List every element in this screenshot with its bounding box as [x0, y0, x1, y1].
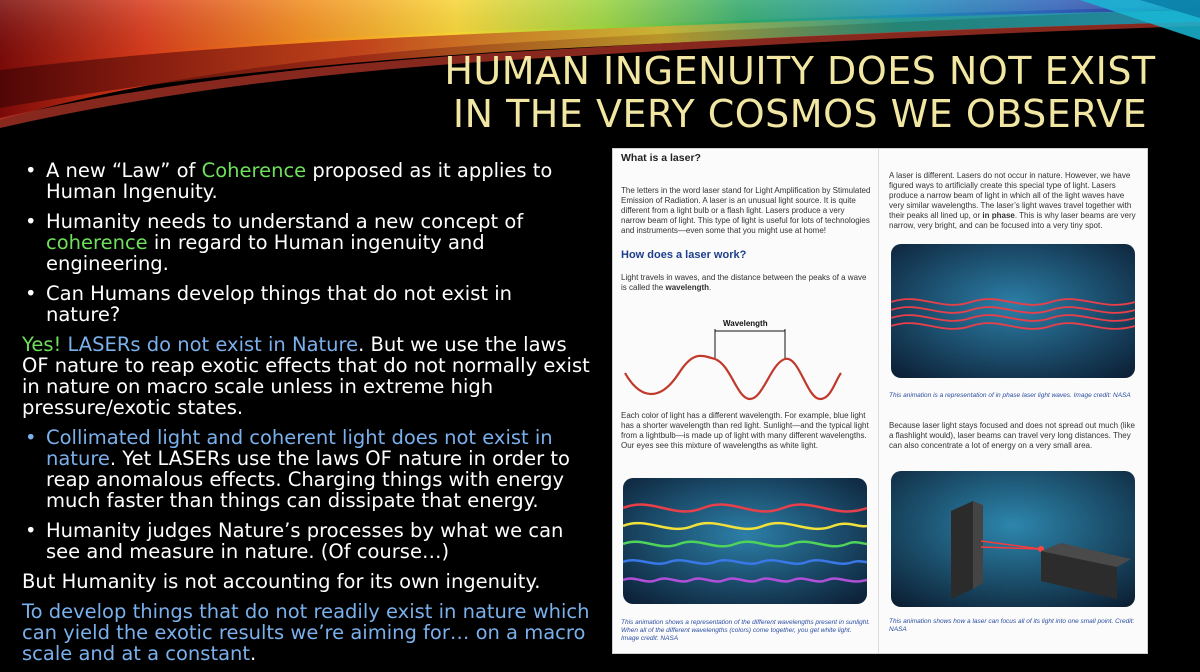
- rainbow-swoosh-decoration: [0, 0, 1200, 128]
- slide-title-line2: IN THE VERY COSMOS WE OBSERVE: [452, 92, 1148, 136]
- bullet-coherence-law: A new “Law” of Coherence proposed as it …: [22, 160, 592, 202]
- para-ingenuity: But Humanity is not accounting for its o…: [22, 570, 541, 593]
- doc-color-text: Each color of light has a different wave…: [621, 411, 869, 450]
- rainbow-waves-image: [623, 478, 867, 604]
- bullet-collimated-light: Collimated light and coherent light does…: [22, 427, 592, 511]
- wavelength-diagram: [624, 329, 842, 401]
- bullet-humans-develop: Can Humans develop things that do not ex…: [22, 283, 592, 325]
- para-yes-lasers: Yes! LASERs do not exist in Nature. But …: [22, 333, 590, 419]
- slide-title: HUMAN INGENUITY DOES NOT EXIST IN THE VE…: [440, 50, 1160, 136]
- laser-focus-image: [891, 471, 1135, 607]
- bullet-new-concept: Humanity needs to understand a new conce…: [22, 211, 592, 274]
- para-develop-things: To develop things that do not readily ex…: [22, 600, 590, 665]
- laser-explainer-document: What is a laser? The letters in the word…: [612, 148, 1148, 654]
- slide-body-text: A new “Law” of Coherence proposed as it …: [22, 160, 592, 672]
- doc-intro-text: The letters in the word laser stand for …: [621, 186, 871, 235]
- caption-in-phase-waves: This animation is a representation of in…: [889, 392, 1131, 399]
- slide-title-line1: HUMAN INGENUITY DOES NOT EXIST: [444, 49, 1156, 93]
- doc-laser-different-text: A laser is different. Lasers do not occu…: [889, 171, 1136, 230]
- doc-focus-text: Because laser light stays focused and do…: [889, 421, 1135, 450]
- heading-how-laser-works: How does a laser work?: [621, 249, 747, 261]
- highlight-coherence: Coherence: [201, 159, 307, 182]
- doc-wavelength-text: Light travels in waves, and the distance…: [621, 273, 867, 292]
- highlight-yes: Yes!: [22, 333, 68, 356]
- highlight-coherence-lower: coherence: [46, 231, 148, 254]
- caption-rainbow-waves: This animation shows a representation of…: [621, 619, 870, 642]
- wavelength-label: Wavelength: [723, 319, 768, 328]
- column-divider: [878, 149, 879, 653]
- highlight-lasers: LASERs do not exist in Nature: [67, 333, 359, 356]
- caption-laser-focus: This animation shows how a laser can foc…: [889, 618, 1135, 633]
- heading-what-is-a-laser: What is a laser?: [621, 152, 701, 164]
- bullet-humanity-judges: Humanity judges Nature’s processes by wh…: [22, 520, 592, 562]
- doc-right-column: A laser is different. Lasers do not occu…: [889, 149, 1139, 653]
- doc-left-column: What is a laser? The letters in the word…: [621, 149, 871, 653]
- in-phase-waves-image: [891, 244, 1135, 378]
